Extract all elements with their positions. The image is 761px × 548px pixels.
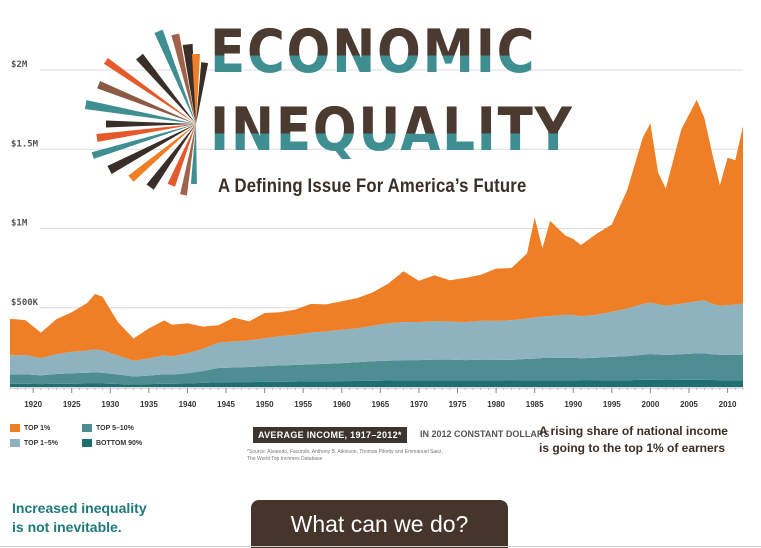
x-tick-label: 1930: [101, 400, 119, 409]
burst-ray: [84, 100, 196, 124]
burst-ray: [136, 53, 196, 125]
y-tick-label: $1M: [11, 219, 28, 229]
x-tick-label: 1980: [487, 400, 505, 409]
rising-line-1: A rising share of national income: [539, 424, 728, 438]
x-tick-label: 1945: [217, 400, 235, 409]
burst-ray: [180, 124, 196, 196]
legend-label: TOP 5–10%: [96, 424, 134, 432]
legend-swatch: [82, 424, 92, 432]
area-series: [10, 99, 743, 361]
legend-item-top1-5: TOP 1–5%: [10, 439, 58, 447]
chart-legend: TOP 1% TOP 5–10% TOP 1–5% BOTTOM 90%: [10, 424, 210, 460]
bottom-divider: [0, 546, 761, 547]
burst-ray: [167, 124, 196, 187]
burst-ray: [196, 62, 209, 124]
rising-line-2: is going to the top 1% of earners: [539, 441, 726, 455]
chart-areas: [10, 99, 743, 387]
rising-share-callout: A rising share of national income is goi…: [539, 423, 728, 457]
source-note: *Source: Alvaredo, Facundo, Anthony B. A…: [247, 449, 443, 462]
inequality-callout: Increased inequality is not inevitable.: [12, 499, 147, 537]
legend-item-top1: TOP 1%: [10, 424, 50, 432]
burst-ray: [171, 33, 196, 124]
legend-item-bottom90: BOTTOM 90%: [82, 439, 142, 447]
burst-ray: [103, 58, 196, 124]
legend-label: TOP 1%: [24, 424, 51, 432]
x-tick-label: 1960: [333, 400, 351, 409]
average-income-label: AVERAGE INCOME, 1917–2012*: [253, 427, 407, 443]
area-series: [10, 379, 743, 387]
burst-ray: [154, 29, 196, 125]
x-tick-label: 1970: [410, 400, 428, 409]
burst-ray: [96, 124, 196, 142]
x-tick-label: 2005: [680, 400, 698, 409]
x-tick-label: 1985: [526, 400, 544, 409]
burst-ray: [128, 124, 196, 182]
burst-ray: [106, 120, 196, 128]
legend-swatch: [82, 439, 92, 447]
burst-ray: [91, 124, 196, 159]
chart-axes: $500K $1M $1.5M $2M 1920 1925 1930 1935 1940 1945…: [9, 60, 744, 409]
y-tick-label: $1.5M: [11, 139, 39, 149]
burst-ray: [107, 124, 196, 174]
x-tick-label: 1975: [449, 400, 467, 409]
x-tick-label: 2010: [719, 400, 737, 409]
x-tick-label: 1990: [564, 400, 582, 409]
x-tick-label: 2000: [642, 400, 660, 409]
page-title-line2: INEQUALITY: [210, 95, 574, 165]
area-series: [10, 300, 743, 377]
x-tick-label: 1995: [603, 400, 621, 409]
x-tick-label: 1935: [140, 400, 158, 409]
burst-logo-icon: [84, 29, 209, 196]
x-tick-label: 1965: [371, 400, 389, 409]
burst-ray: [97, 81, 196, 124]
legend-swatch: [10, 424, 20, 432]
x-tick-label: 1925: [63, 400, 81, 409]
legend-label: BOTTOM 90%: [96, 439, 143, 447]
inequality-line-1: Increased inequality: [12, 500, 147, 516]
x-tick-label: 1955: [294, 400, 312, 409]
page-subtitle: A Defining Issue For America’s Future: [218, 176, 527, 197]
inequality-line-2: is not inevitable.: [12, 519, 122, 535]
page-title-line1: ECONOMIC: [210, 17, 537, 87]
area-series: [10, 353, 743, 385]
legend-swatch: [10, 439, 20, 447]
x-tick-label: 1950: [256, 400, 274, 409]
legend-item-top5-10: TOP 5–10%: [82, 424, 134, 432]
x-tick-label: 1940: [179, 400, 197, 409]
y-tick-label: $500K: [11, 298, 39, 308]
constant-dollars-note: IN 2012 CONSTANT DOLLARS: [420, 429, 550, 439]
burst-ray: [190, 124, 197, 185]
y-tick-label: $2M: [11, 60, 28, 70]
legend-label: TOP 1–5%: [24, 439, 58, 447]
burst-ray: [146, 124, 196, 190]
what-can-we-do-button[interactable]: What can we do?: [251, 500, 508, 548]
x-tick-label: 1920: [24, 400, 42, 409]
burst-ray: [192, 54, 200, 124]
